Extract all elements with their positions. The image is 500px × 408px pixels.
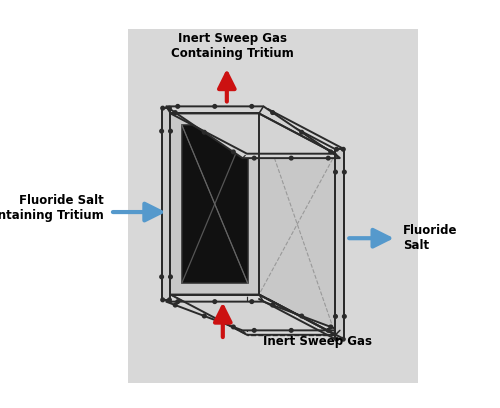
Circle shape (329, 150, 332, 154)
Polygon shape (336, 149, 344, 339)
Bar (128, 29, 418, 383)
Circle shape (213, 300, 216, 304)
Circle shape (160, 129, 164, 133)
Circle shape (334, 337, 338, 341)
Circle shape (174, 111, 177, 114)
Circle shape (329, 325, 332, 329)
Circle shape (300, 314, 304, 318)
Circle shape (232, 150, 235, 154)
Circle shape (342, 315, 346, 318)
Circle shape (334, 170, 338, 174)
Circle shape (271, 303, 274, 307)
Circle shape (342, 337, 345, 341)
Polygon shape (170, 113, 336, 154)
Circle shape (232, 325, 235, 329)
Text: Fluoride Salt
Containing Tritium: Fluoride Salt Containing Tritium (0, 194, 104, 222)
Circle shape (174, 303, 177, 307)
Circle shape (342, 147, 345, 151)
Circle shape (252, 156, 256, 160)
Circle shape (202, 131, 206, 134)
Text: Fluoride
Salt: Fluoride Salt (402, 224, 457, 252)
Circle shape (271, 111, 274, 114)
Circle shape (160, 275, 164, 279)
Circle shape (161, 298, 164, 302)
Circle shape (168, 106, 171, 110)
Circle shape (168, 129, 172, 133)
Circle shape (202, 314, 206, 318)
Circle shape (176, 300, 180, 304)
Polygon shape (166, 106, 340, 158)
Polygon shape (170, 113, 259, 295)
Polygon shape (162, 108, 170, 300)
Circle shape (250, 300, 254, 304)
Circle shape (326, 328, 330, 332)
Circle shape (213, 104, 216, 108)
Circle shape (342, 170, 346, 174)
Text: Inert Sweep Gas: Inert Sweep Gas (263, 335, 372, 348)
Circle shape (334, 147, 338, 151)
Polygon shape (166, 302, 340, 330)
Circle shape (290, 156, 293, 160)
Circle shape (300, 131, 304, 134)
Text: Inert Sweep Gas
Containing Tritium: Inert Sweep Gas Containing Tritium (172, 32, 294, 60)
Circle shape (326, 156, 330, 160)
Circle shape (250, 104, 254, 108)
Circle shape (161, 106, 164, 110)
Polygon shape (182, 125, 248, 283)
Polygon shape (259, 113, 336, 335)
Circle shape (168, 275, 172, 279)
Circle shape (290, 328, 293, 332)
Circle shape (168, 298, 171, 302)
Circle shape (334, 315, 338, 318)
Circle shape (176, 104, 180, 108)
Circle shape (252, 328, 256, 332)
